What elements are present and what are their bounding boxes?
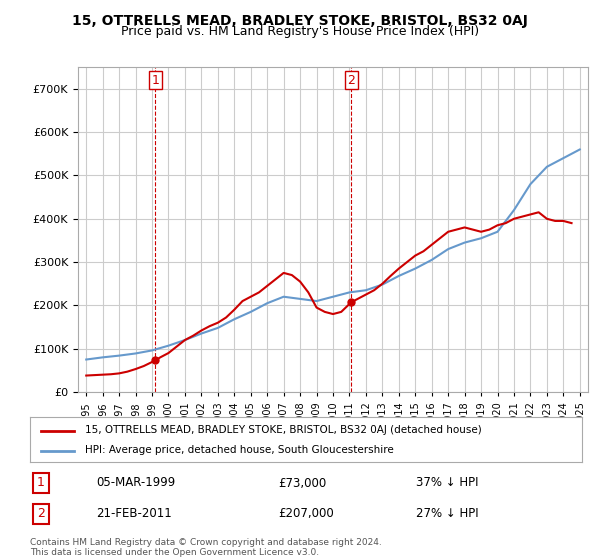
Text: 1: 1 [37, 477, 45, 489]
Text: 2: 2 [37, 507, 45, 520]
Text: 37% ↓ HPI: 37% ↓ HPI [416, 477, 479, 489]
Text: 2: 2 [347, 74, 355, 87]
Text: 05-MAR-1999: 05-MAR-1999 [96, 477, 175, 489]
Text: Price paid vs. HM Land Registry's House Price Index (HPI): Price paid vs. HM Land Registry's House … [121, 25, 479, 38]
Text: 1: 1 [151, 74, 159, 87]
Text: 27% ↓ HPI: 27% ↓ HPI [416, 507, 479, 520]
Text: 15, OTTRELLS MEAD, BRADLEY STOKE, BRISTOL, BS32 0AJ (detached house): 15, OTTRELLS MEAD, BRADLEY STOKE, BRISTO… [85, 424, 482, 435]
Text: 21-FEB-2011: 21-FEB-2011 [96, 507, 172, 520]
Text: 15, OTTRELLS MEAD, BRADLEY STOKE, BRISTOL, BS32 0AJ: 15, OTTRELLS MEAD, BRADLEY STOKE, BRISTO… [72, 14, 528, 28]
Text: £73,000: £73,000 [278, 477, 326, 489]
Text: Contains HM Land Registry data © Crown copyright and database right 2024.
This d: Contains HM Land Registry data © Crown c… [30, 538, 382, 557]
Text: £207,000: £207,000 [278, 507, 334, 520]
Text: HPI: Average price, detached house, South Gloucestershire: HPI: Average price, detached house, Sout… [85, 445, 394, 455]
